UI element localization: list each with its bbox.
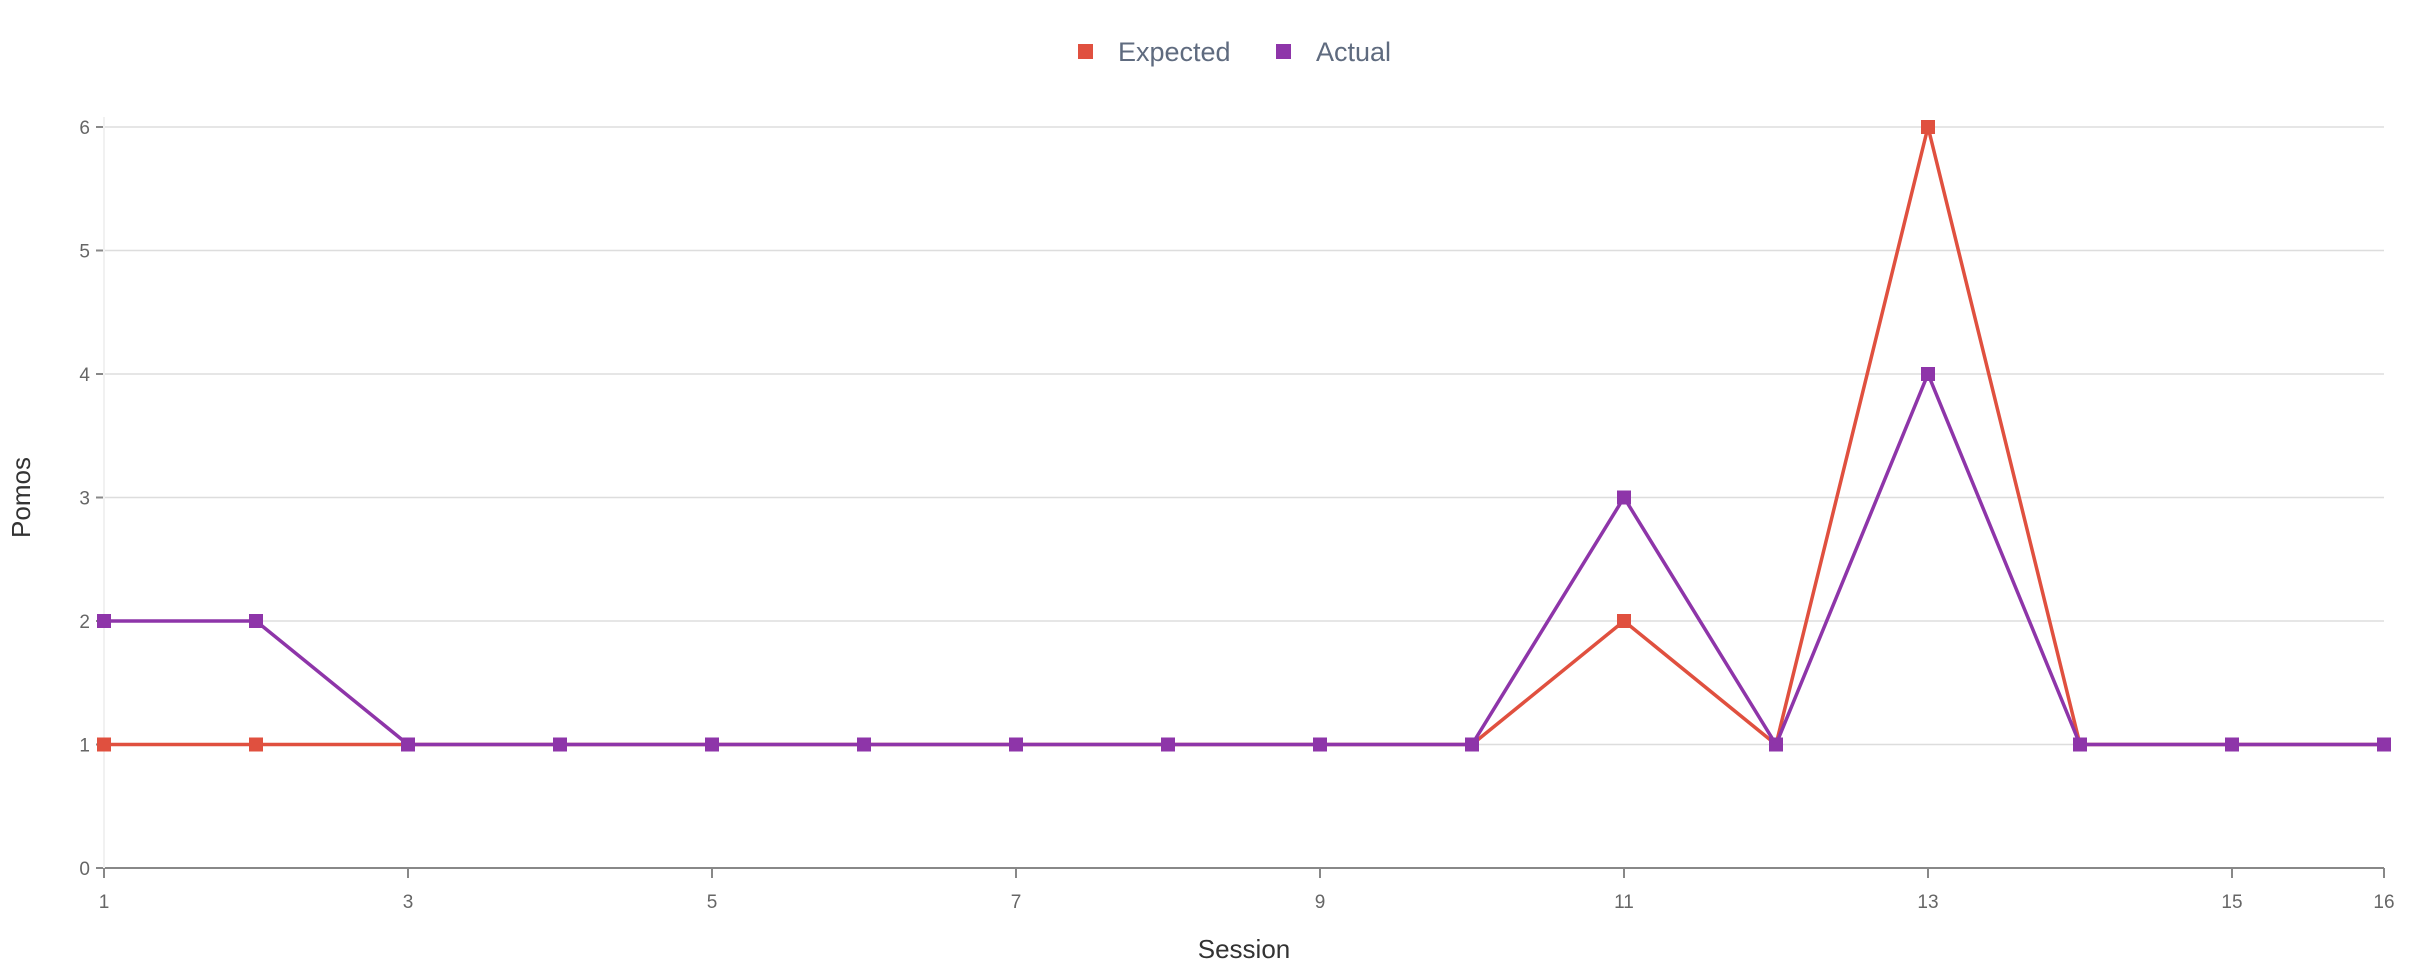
data-point[interactable]: [2377, 737, 2391, 752]
data-point[interactable]: [553, 737, 567, 752]
data-point[interactable]: [1009, 737, 1023, 752]
x-tick-label: 15: [2221, 892, 2242, 913]
x-tick-label: 3: [403, 892, 414, 913]
y-tick-label: 2: [79, 612, 90, 633]
data-point[interactable]: [97, 737, 111, 752]
data-point[interactable]: [1921, 367, 1935, 381]
x-tick-label: 13: [1917, 892, 1938, 913]
data-point[interactable]: [857, 737, 871, 752]
series-line: [104, 369, 2384, 749]
legend-item-expected[interactable]: Expected: [1078, 37, 1231, 67]
y-tick-label: 1: [79, 736, 90, 757]
y-tick-label: 5: [79, 242, 90, 263]
y-tick-label: 0: [79, 859, 90, 880]
data-point[interactable]: [249, 614, 263, 628]
x-tick-label: 7: [1011, 892, 1022, 913]
data-point[interactable]: [1617, 490, 1631, 505]
chart-legend: Expected Actual: [1078, 37, 1391, 67]
data-point[interactable]: [1161, 737, 1175, 752]
data-point[interactable]: [1313, 737, 1327, 752]
data-point[interactable]: [1769, 737, 1783, 752]
x-axis-title: Session: [1198, 934, 1291, 960]
series-expected: [97, 120, 2391, 752]
data-point[interactable]: [97, 614, 111, 628]
data-point[interactable]: [2225, 737, 2239, 752]
series-actual: [97, 367, 2391, 752]
y-tick-label: 4: [79, 365, 90, 386]
data-point[interactable]: [249, 737, 263, 752]
data-point[interactable]: [705, 737, 719, 752]
data-point[interactable]: [1465, 737, 1479, 752]
data-point[interactable]: [1617, 614, 1631, 628]
x-tick-label: 1: [99, 892, 110, 913]
y-tick-label: 3: [79, 489, 90, 510]
x-tick-label: 9: [1315, 892, 1326, 913]
legend-label: Actual: [1316, 37, 1391, 67]
chart-series: [97, 120, 2391, 752]
y-tick-label: 6: [79, 118, 90, 139]
x-tick-label: 11: [1614, 892, 1634, 913]
legend-swatch: [1276, 44, 1291, 59]
legend-label: Expected: [1118, 37, 1231, 67]
x-tick-label: 5: [707, 892, 718, 913]
data-point[interactable]: [401, 737, 415, 752]
y-axis-title: Pomos: [6, 457, 36, 538]
legend-item-actual[interactable]: Actual: [1276, 37, 1391, 67]
data-point[interactable]: [1921, 120, 1935, 134]
data-point[interactable]: [2073, 737, 2087, 752]
x-tick-label: 16: [2373, 892, 2394, 913]
legend-swatch: [1078, 44, 1093, 59]
chart-grid: [104, 126, 2384, 746]
